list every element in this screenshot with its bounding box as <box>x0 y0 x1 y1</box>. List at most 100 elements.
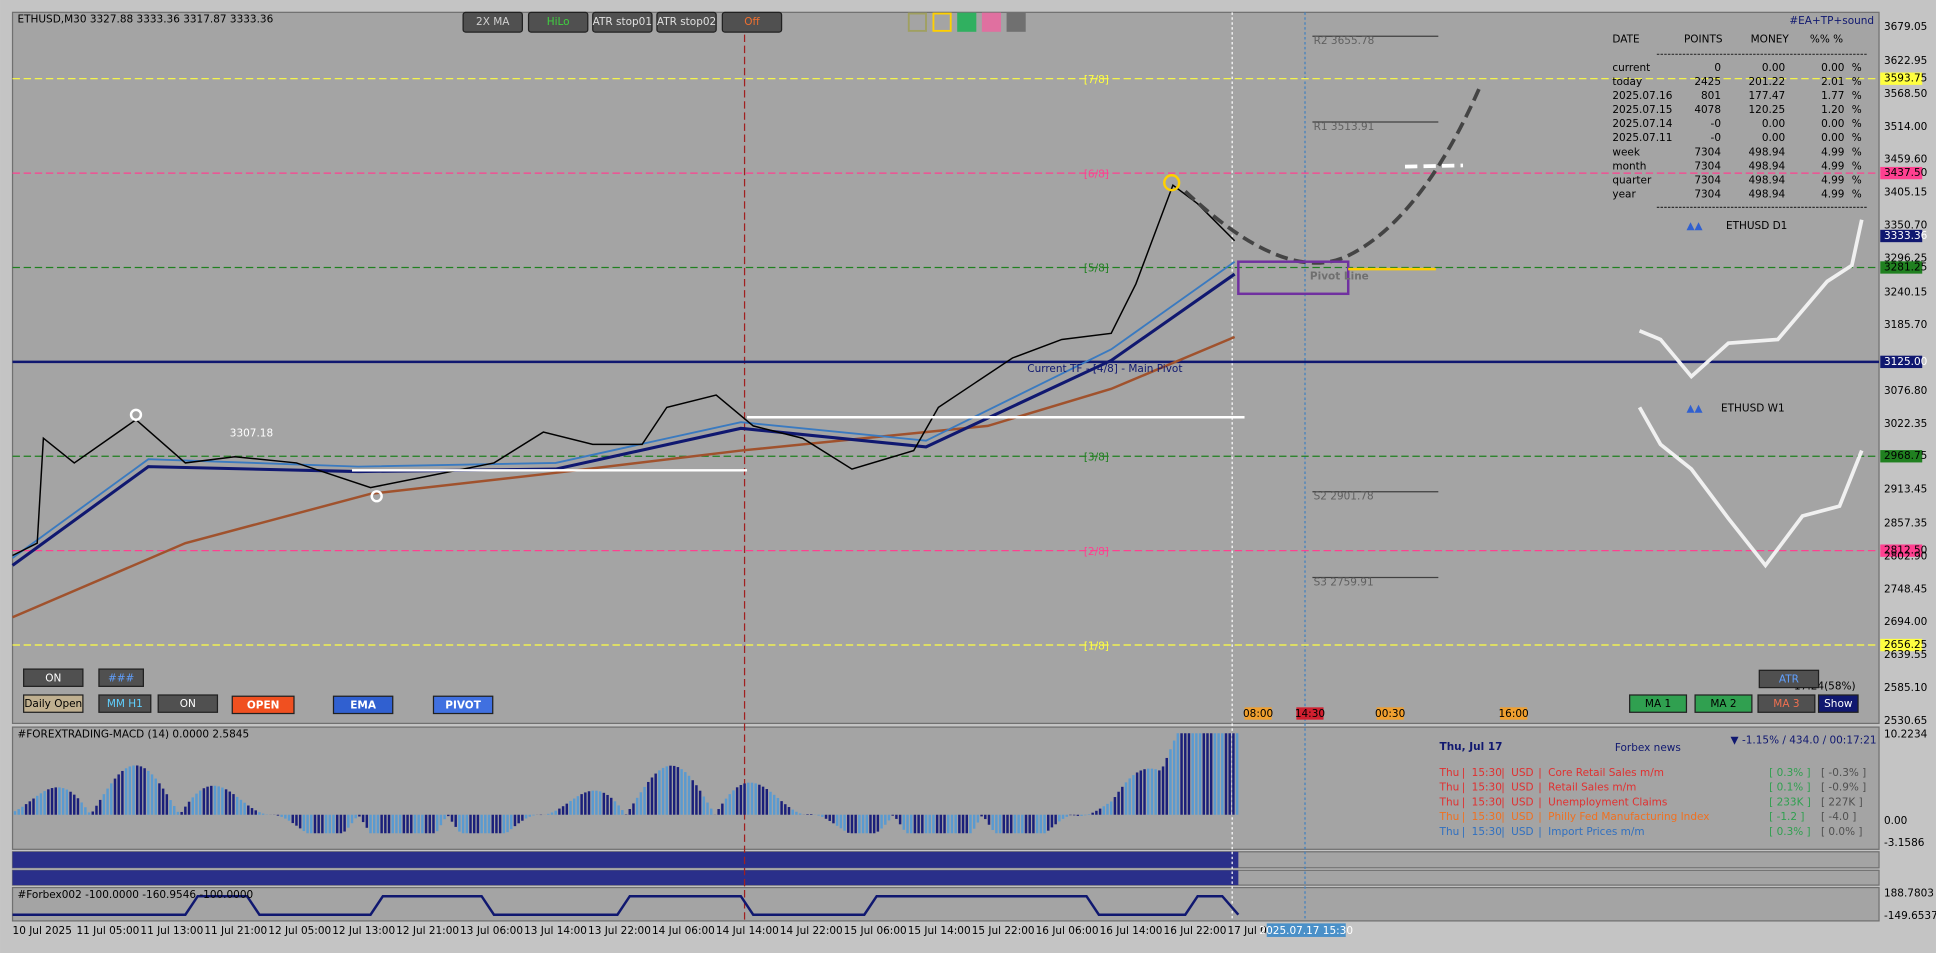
news-cell: Thu <box>1439 826 1460 838</box>
macd-bar <box>1009 814 1013 834</box>
panel-button[interactable] <box>1758 669 1820 689</box>
macd-bar <box>58 787 61 815</box>
panel-button[interactable] <box>1694 694 1753 713</box>
macd-bar <box>132 765 135 815</box>
news-sep: | <box>1462 796 1466 808</box>
news-cell: [ 233K ] <box>1769 796 1811 808</box>
news-cell: Retail Sales m/m <box>1548 782 1636 794</box>
macd-bar <box>95 805 98 815</box>
stats-cell: % <box>1852 76 1862 88</box>
color-swatch[interactable] <box>981 12 1002 32</box>
macd-bar <box>1124 782 1128 815</box>
panel-button[interactable] <box>23 668 84 687</box>
news-sep: | <box>1501 767 1505 779</box>
color-swatch[interactable] <box>1006 12 1026 32</box>
panel-button[interactable] <box>332 695 394 715</box>
macd-bar <box>43 791 46 815</box>
macd-bar <box>1028 814 1031 834</box>
panel-button[interactable] <box>432 695 494 715</box>
macd-bar <box>228 791 232 815</box>
macd-bar <box>1032 814 1035 834</box>
color-swatch[interactable] <box>907 12 927 32</box>
panel-button[interactable] <box>1757 694 1816 713</box>
price-label: 3307.18 <box>230 427 273 439</box>
macd-bar <box>124 768 128 815</box>
macd-bar <box>835 814 839 826</box>
stats-cell: % <box>1852 160 1862 172</box>
macd-bar <box>787 807 791 815</box>
macd-bar <box>376 814 380 834</box>
macd-bar <box>902 814 906 830</box>
stats-cell: 498.94 <box>1749 174 1786 186</box>
macd-bar <box>969 814 972 834</box>
macd-bar <box>1232 733 1235 815</box>
time-tick-label: 14 Jul 06:00 <box>652 925 715 937</box>
macd-bar <box>80 802 83 815</box>
time-tick-label: 15 Jul 22:00 <box>972 925 1035 937</box>
macd-bar <box>258 812 261 815</box>
projection <box>1183 88 1481 265</box>
panel-button[interactable] <box>157 694 219 713</box>
macd-bar <box>280 814 283 817</box>
macd-bar <box>728 794 731 815</box>
toolbar-button[interactable] <box>656 11 717 33</box>
marker <box>1163 174 1181 192</box>
macd-bar <box>1102 806 1106 815</box>
news-cell: [ 0.0% ] <box>1821 826 1862 838</box>
macd-bar <box>50 788 54 815</box>
color-swatch[interactable] <box>957 12 977 32</box>
macd-bar <box>809 814 813 815</box>
panel-button[interactable] <box>98 668 145 687</box>
news-sep: | <box>1538 767 1542 779</box>
macd-bar <box>939 814 943 834</box>
macd-bar <box>210 785 213 815</box>
panel-button[interactable] <box>1817 694 1859 713</box>
panel-button-label: OPEN <box>247 699 280 711</box>
macd-bar <box>484 814 487 834</box>
macd-bar <box>891 814 894 816</box>
stats-cell: 4.99 <box>1821 174 1844 186</box>
stats-cell: 498.94 <box>1749 189 1786 201</box>
color-swatch[interactable] <box>932 12 952 32</box>
macd-bar <box>650 777 654 815</box>
macd-bar <box>147 770 150 815</box>
price-tag <box>1880 229 1923 243</box>
stats-cell: 498.94 <box>1749 146 1786 158</box>
toolbar-button[interactable] <box>527 11 589 33</box>
macd-bar <box>528 814 532 817</box>
stats-cell: 0.00 <box>1762 62 1785 74</box>
panel-button[interactable] <box>23 694 84 713</box>
macd-bar <box>154 778 157 815</box>
toolbar-button[interactable] <box>721 11 783 33</box>
mini-chart <box>1638 219 1864 380</box>
macd-bar <box>684 772 687 815</box>
macd-bar <box>1076 814 1080 816</box>
macd-bar <box>1176 733 1180 815</box>
session-label: 14:30 <box>1295 708 1325 720</box>
news-sep: | <box>1538 796 1542 808</box>
news-cell: USD <box>1511 796 1533 808</box>
macd-bar <box>695 785 698 815</box>
strip <box>12 870 1239 886</box>
panel-button-label: ### <box>108 672 134 684</box>
macd-bar <box>447 814 450 817</box>
news-cell: [ 0.3% ] <box>1769 767 1810 779</box>
level-price: 2968.75 <box>1884 450 1927 462</box>
stats-cell: % <box>1852 118 1862 130</box>
macd-bar <box>191 797 194 815</box>
panel-button-label: MA 3 <box>1773 698 1799 710</box>
panel-button[interactable] <box>1629 694 1688 713</box>
toolbar-button-label: ATR stop01 <box>593 16 652 28</box>
stats-cell: 2025.07.15 <box>1612 104 1672 116</box>
panel-button[interactable] <box>98 694 152 713</box>
macd-bar <box>21 806 24 815</box>
toolbar-button-label: HiLo <box>547 16 570 28</box>
price-tick-label: 2530.65 <box>1884 715 1927 727</box>
toolbar-button[interactable] <box>462 11 523 33</box>
macd-bar <box>243 802 246 815</box>
macd-bar <box>24 804 28 815</box>
panel-button[interactable] <box>231 695 295 715</box>
stats-cell: % <box>1852 189 1862 201</box>
stats-cell: -0 <box>1711 132 1721 144</box>
toolbar-button[interactable] <box>592 11 653 33</box>
